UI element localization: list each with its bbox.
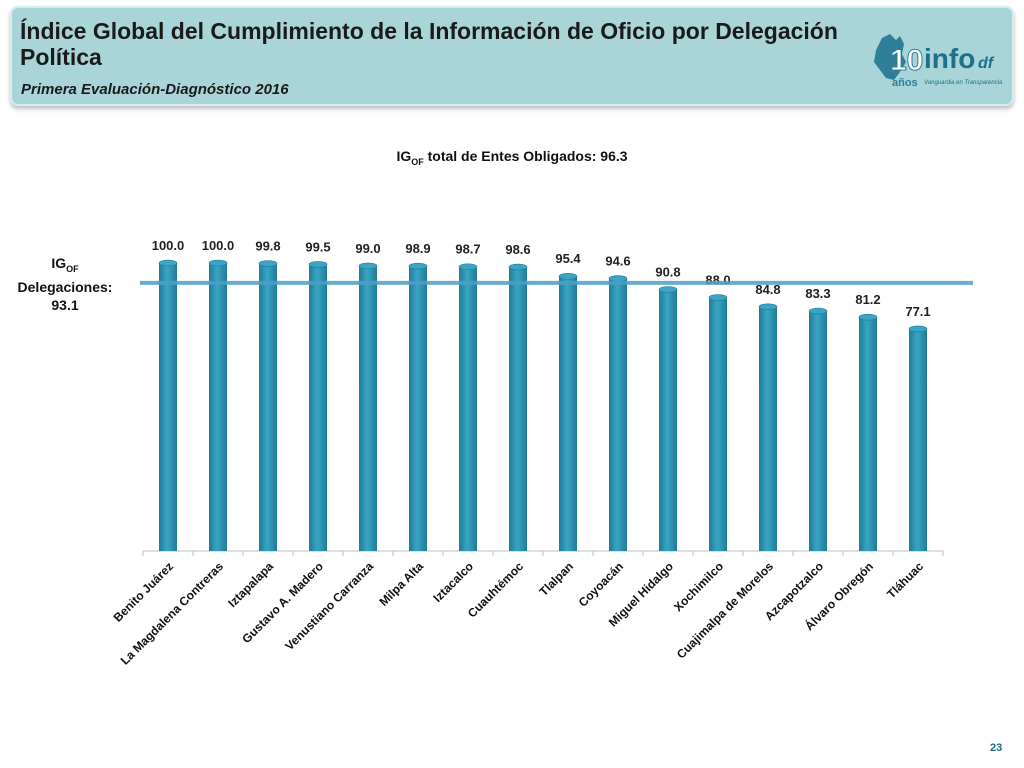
data-label: 94.6 xyxy=(605,254,630,269)
bar xyxy=(359,266,377,551)
data-label: 98.9 xyxy=(405,241,430,256)
data-label: 99.5 xyxy=(305,239,330,254)
category-label: Coyoacán xyxy=(576,559,626,609)
bar xyxy=(709,298,727,551)
data-label: 100.0 xyxy=(152,238,185,253)
bar xyxy=(659,289,677,551)
bar-cap xyxy=(509,264,527,270)
bar-cap xyxy=(409,263,427,269)
data-label: 83.3 xyxy=(805,286,830,301)
bar xyxy=(609,279,627,551)
bar-cap xyxy=(609,276,627,282)
category-label: Venustiano Carranza xyxy=(282,559,376,653)
data-label: 77.1 xyxy=(905,304,930,319)
bar xyxy=(459,267,477,551)
data-label: 90.8 xyxy=(655,264,680,279)
data-label: 98.7 xyxy=(455,242,480,257)
category-label: Cuajimalpa de Morelos xyxy=(674,559,777,662)
data-label: 88.0 xyxy=(705,273,730,288)
category-label: Xochimilco xyxy=(671,559,726,614)
bar-cap xyxy=(859,314,877,320)
bar-cap xyxy=(359,263,377,269)
category-label: Tláhuac xyxy=(884,559,926,601)
category-label: Tlalpan xyxy=(537,559,577,599)
data-label: 99.8 xyxy=(255,239,280,254)
data-label: 81.2 xyxy=(855,292,880,307)
bar-cap xyxy=(909,326,927,332)
data-label: 98.6 xyxy=(505,242,530,257)
bar-chart: 100.0Benito Juárez100.0La Magdalena Cont… xyxy=(0,0,1024,768)
bar xyxy=(759,307,777,551)
bar-cap xyxy=(559,273,577,279)
bar-cap xyxy=(709,295,727,301)
bar-cap xyxy=(659,286,677,292)
bar-cap xyxy=(809,308,827,314)
data-label: 99.0 xyxy=(355,241,380,256)
bar xyxy=(559,276,577,551)
category-label: Iztacalco xyxy=(430,559,476,605)
category-label: Milpa Alta xyxy=(376,559,426,609)
data-label: 95.4 xyxy=(555,251,581,266)
category-label: Iztapalapa xyxy=(225,559,276,610)
bar-cap xyxy=(259,261,277,267)
bar-cap xyxy=(759,304,777,310)
bar xyxy=(309,264,327,551)
bar-cap xyxy=(159,260,177,266)
bar xyxy=(509,267,527,551)
category-label: La Magdalena Contreras xyxy=(118,559,227,668)
bar xyxy=(859,317,877,551)
bar xyxy=(809,311,827,551)
bar xyxy=(409,266,427,551)
bar xyxy=(259,264,277,551)
bar xyxy=(209,263,227,551)
data-label: 100.0 xyxy=(202,238,235,253)
bar-cap xyxy=(209,260,227,266)
bar-cap xyxy=(459,264,477,270)
page-number: 23 xyxy=(990,742,1002,754)
bar-cap xyxy=(309,261,327,267)
bar xyxy=(159,263,177,551)
bar xyxy=(909,329,927,551)
